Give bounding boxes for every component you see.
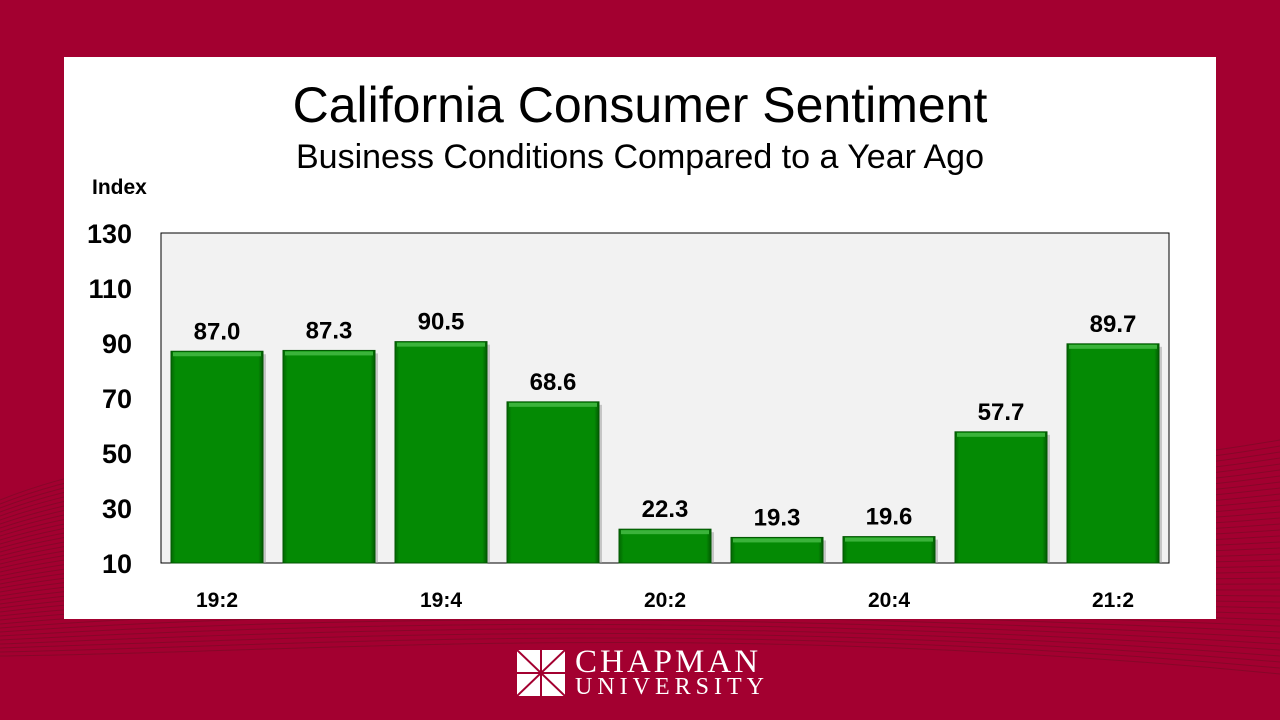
bar-highlight [509,402,597,407]
bar [506,401,600,564]
logo-mark-icon [517,650,565,696]
bar-highlight [1069,344,1157,349]
y-tick-label: 90 [102,329,132,359]
logo-line2: UNIVERSITY [575,674,769,700]
x-tick-label: 19:4 [420,589,462,612]
logo-line1: CHAPMAN [575,644,762,680]
data-label: 22.3 [642,496,689,523]
bar [1066,343,1160,564]
y-tick-label: 30 [102,494,132,524]
bar [282,349,376,564]
bar [394,341,488,564]
data-label: 87.3 [306,317,353,344]
bar-highlight [621,530,709,535]
y-tick-label: 10 [102,549,132,579]
bar-highlight [845,537,933,542]
bar-highlight [397,342,485,347]
data-label: 87.0 [194,318,241,345]
y-tick-label: 110 [88,274,132,304]
bar [170,350,264,564]
chapman-university-logo: CHAPMAN UNIVERSITY [517,644,769,700]
y-tick-label: 70 [102,384,132,414]
data-label: 19.3 [754,504,801,531]
y-tick-label: 50 [102,439,132,469]
data-label: 68.6 [530,369,577,396]
data-label: 90.5 [418,309,465,336]
bar-highlight [733,538,821,543]
x-tick-label: 21:2 [1092,589,1134,612]
data-label: 89.7 [1090,311,1137,338]
bar [954,431,1048,564]
x-tick-label: 20:2 [644,589,686,612]
x-tick-label: 20:4 [868,589,910,612]
chart-title: California Consumer Sentiment [292,77,988,133]
y-tick-label: 130 [87,219,132,249]
data-label: 57.7 [978,399,1025,426]
y-axis-label: Index [92,176,147,199]
chart-subtitle: Business Conditions Compared to a Year A… [295,138,984,176]
bar-highlight [957,432,1045,437]
bar-highlight [173,352,261,357]
bar-highlight [285,351,373,356]
x-tick-label: 19:2 [196,589,238,612]
bar [618,528,712,564]
data-label: 19.6 [866,504,913,531]
